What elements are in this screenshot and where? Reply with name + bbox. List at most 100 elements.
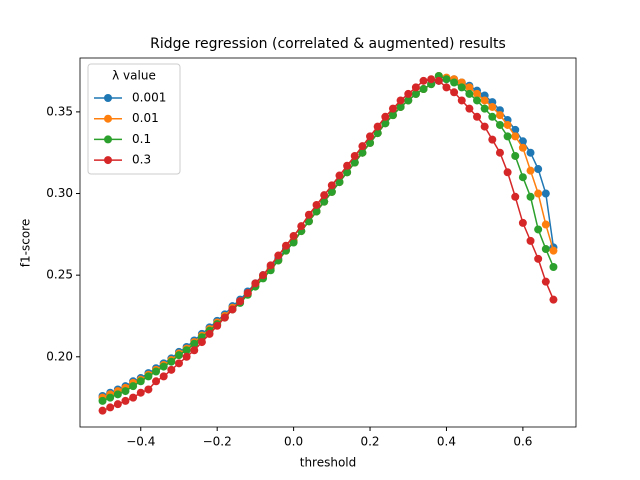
point [343, 161, 352, 170]
point [121, 396, 130, 405]
point [259, 271, 268, 280]
point [335, 171, 344, 180]
point [213, 321, 222, 330]
point [343, 168, 352, 177]
point [465, 83, 474, 92]
point [465, 104, 474, 113]
point [381, 119, 390, 128]
point [541, 245, 550, 254]
point [327, 181, 336, 190]
point [350, 151, 359, 160]
point [526, 166, 535, 175]
x-tick-label: 0.4 [437, 435, 456, 449]
point [327, 187, 336, 196]
point [419, 85, 428, 94]
point [541, 189, 550, 198]
point [152, 367, 161, 376]
point [129, 382, 138, 391]
point [511, 125, 520, 134]
point [473, 112, 482, 121]
point [473, 89, 482, 98]
y-tick-label: 0.35 [46, 104, 73, 118]
legend-marker [104, 94, 112, 102]
point [197, 338, 206, 347]
x-tick-label: 0.2 [360, 435, 379, 449]
point [511, 192, 520, 201]
point [450, 78, 459, 87]
point [465, 89, 474, 98]
point [442, 83, 451, 92]
legend-marker [104, 114, 112, 123]
point [320, 197, 329, 206]
point [373, 122, 382, 131]
point [388, 104, 397, 113]
point [167, 357, 176, 366]
point [503, 132, 512, 141]
legend-label: 0.1 [132, 132, 151, 146]
point [113, 400, 122, 409]
point [358, 142, 367, 151]
point [457, 96, 466, 105]
point [144, 372, 153, 381]
point [266, 261, 275, 270]
point [297, 222, 306, 231]
point [388, 111, 397, 120]
point [136, 377, 145, 386]
legend-label: 0.001 [132, 91, 166, 105]
point [480, 104, 489, 113]
point [350, 158, 359, 167]
point [144, 385, 153, 394]
legend-label: 0.3 [132, 153, 151, 167]
point [304, 210, 313, 219]
point [488, 112, 497, 121]
point [281, 241, 290, 250]
point [182, 352, 191, 361]
point [121, 387, 130, 396]
point [534, 254, 543, 263]
point [480, 122, 489, 131]
y-axis-label: f1-score [19, 219, 33, 267]
point [419, 76, 428, 85]
point [427, 75, 436, 84]
point [366, 138, 375, 147]
point [404, 89, 413, 98]
point [480, 96, 489, 105]
point [511, 132, 520, 141]
x-axis-label: threshold [300, 456, 357, 470]
chart-title: Ridge regression (correlated & augmented… [150, 36, 506, 52]
point [312, 207, 321, 216]
point [159, 372, 168, 381]
point [404, 96, 413, 105]
point [526, 148, 535, 157]
y-tick-label: 0.30 [46, 186, 73, 200]
point [289, 231, 298, 240]
point [174, 359, 183, 368]
point [518, 137, 527, 146]
point [289, 238, 298, 247]
point [450, 88, 459, 97]
y-tick-label: 0.20 [46, 349, 73, 363]
point [457, 83, 466, 92]
point [396, 102, 405, 111]
point [434, 76, 443, 85]
point [549, 262, 558, 271]
point [190, 339, 199, 348]
point [541, 220, 550, 229]
point [106, 393, 115, 402]
legend: λ value 0.001 0.01 0.1 0.3 [87, 63, 181, 175]
legend-marker [104, 135, 112, 144]
point [236, 297, 245, 306]
point [534, 165, 543, 174]
point [541, 277, 550, 286]
point [159, 362, 168, 371]
point [251, 279, 260, 288]
point [488, 135, 497, 144]
point [549, 246, 558, 255]
point [106, 403, 115, 412]
x-tick-label: 0.6 [513, 435, 532, 449]
point [518, 173, 527, 182]
point [518, 218, 527, 227]
point [228, 305, 237, 314]
point [396, 96, 405, 105]
